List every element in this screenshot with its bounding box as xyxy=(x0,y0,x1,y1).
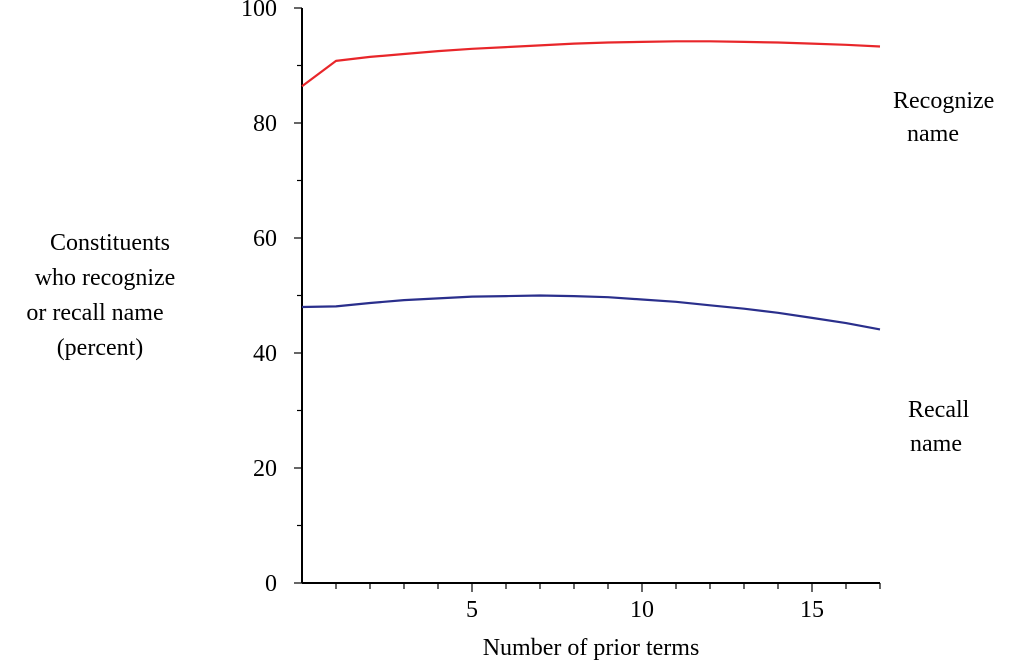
tick-labels: 0 20 40 60 80 100 5 10 15 xyxy=(241,0,824,623)
y-tick-label: 0 xyxy=(265,571,277,597)
x-tick-label: 10 xyxy=(630,597,654,623)
y-axis-title-line: or recall name xyxy=(26,300,163,326)
ticks xyxy=(294,7,881,592)
y-tick-label: 100 xyxy=(241,0,277,22)
series-label-line: Recall xyxy=(908,397,970,423)
y-tick-label: 40 xyxy=(253,341,277,367)
y-axis-title-line: who recognize xyxy=(35,265,176,291)
series-line-0 xyxy=(301,40,881,88)
axes xyxy=(301,8,880,584)
series-line-1 xyxy=(301,294,881,331)
x-axis-title: Number of prior terms xyxy=(483,635,700,661)
series-labels: Recognize name Recall name xyxy=(893,88,994,457)
series-label-line: name xyxy=(907,121,959,147)
y-tick-label: 20 xyxy=(253,456,277,482)
series-label-line: Recognize xyxy=(893,88,994,114)
x-tick-label: 5 xyxy=(466,597,478,623)
y-tick-label: 60 xyxy=(253,226,277,252)
series-lines xyxy=(301,40,881,331)
x-tick-label: 15 xyxy=(800,597,824,623)
y-tick-label: 80 xyxy=(253,111,277,137)
series-label-line: name xyxy=(910,431,962,457)
y-axis-title-line: Constituents xyxy=(50,230,170,256)
y-axis-title: Constituents who recognize or recall name (… xyxy=(26,230,175,361)
y-axis-title-line: (percent) xyxy=(57,335,144,361)
